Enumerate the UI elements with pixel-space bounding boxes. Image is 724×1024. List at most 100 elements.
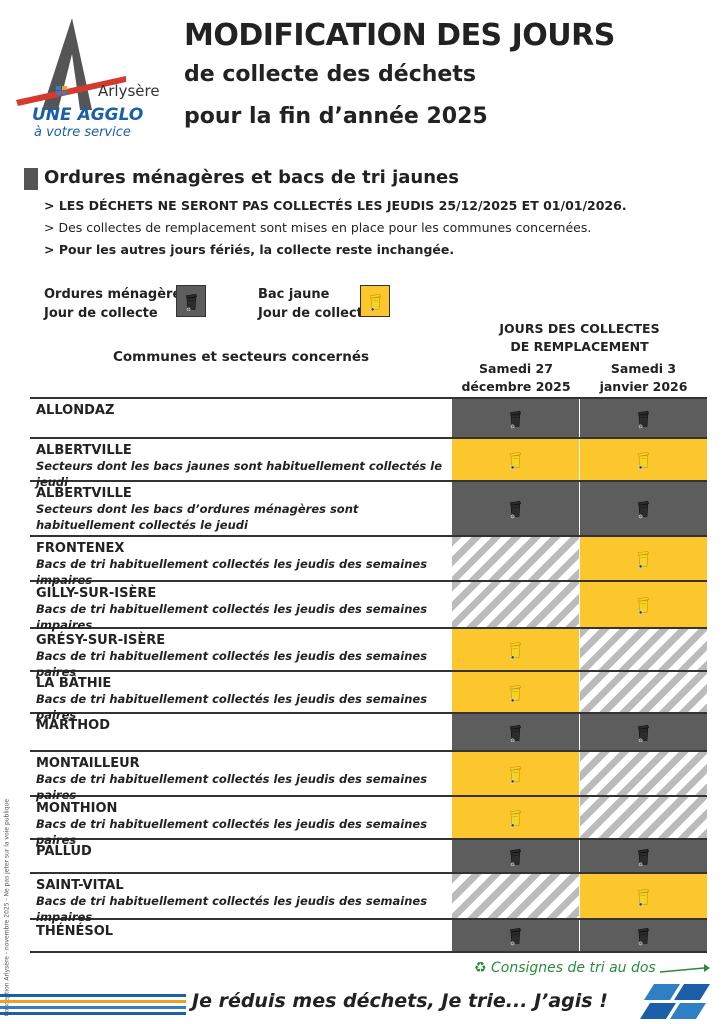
table-row: ALBERTVILLE Secteurs dont les bacs d’ordu…: [30, 482, 707, 537]
table-row: SAINT-VITAL Bacs de tri habituellement co…: [30, 874, 707, 924]
commune-name: ALBERTVILLE: [36, 443, 132, 458]
bin-icon: [510, 500, 522, 519]
collection-cell: [578, 672, 707, 712]
bin-icon: [638, 550, 650, 569]
bin-icon: [638, 724, 650, 742]
commune-name: MONTHION: [36, 801, 118, 816]
slogan: Je réduis mes déchets, Je trie... J’agis…: [192, 990, 608, 1012]
commune: ALBERTVILLE Secteurs dont les bacs d’ordu…: [30, 482, 451, 535]
commune: SAINT-VITAL Bacs de tri habituellement co…: [30, 874, 451, 924]
collection-cell: [450, 840, 579, 872]
column-line: Samedi 27: [479, 361, 553, 376]
bin-icon: [510, 765, 522, 784]
collection-cell: [578, 482, 707, 535]
collection-cell: [450, 582, 579, 627]
commune: LA BÂTHIE Bacs de tri habituellement coll…: [30, 672, 451, 722]
legend-swatch: [360, 285, 390, 317]
bin-icon: [638, 500, 650, 519]
table-row: MARTHOD: [30, 714, 707, 752]
collection-cell: [578, 752, 707, 795]
note: > Pour les autres jours fériés, la colle…: [44, 242, 455, 257]
bin-icon: [510, 809, 522, 828]
table: ALLONDAZ ALBERTVILLE Secteurs dont les ba…: [30, 397, 707, 953]
collection-cell: [450, 797, 579, 838]
commune-detail: Bacs de tri habituellement collectés les…: [36, 772, 428, 802]
bin-icon: [510, 410, 522, 428]
commune-detail: Bacs de tri habituellement collectés les…: [36, 817, 428, 847]
legend-line: Ordures ménagères: [44, 287, 189, 302]
table-row: FRONTENEX Bacs de tri habituellement coll…: [30, 537, 707, 587]
legend-swatch: [176, 285, 206, 317]
note: > Des collectes de remplacement sont mis…: [44, 220, 592, 235]
collection-cell: [450, 482, 579, 535]
commune-name: THÉNÉSOL: [36, 924, 114, 939]
collection-cell: [578, 537, 707, 580]
commune: PALLUD: [30, 840, 451, 872]
sorting-link[interactable]: ♻ Consignes de tri au dos: [474, 960, 656, 976]
collection-cell: [578, 840, 707, 872]
collection-cell: [578, 714, 707, 750]
legend-item: Bac jaune Jour de collecte: [258, 285, 372, 323]
table-row: ALLONDAZ: [30, 399, 707, 439]
bin-icon: [510, 848, 522, 866]
legend-line: Jour de collecte: [44, 306, 158, 321]
table-row: GRÉSY-SUR-ISÈRE Bacs de tri habituellemen…: [30, 629, 707, 679]
legend-line: Bac jaune: [258, 287, 330, 302]
collection-cell: [578, 399, 707, 437]
table-row: LA BÂTHIE Bacs de tri habituellement coll…: [30, 672, 707, 722]
table-row: MONTAILLEUR Bacs de tri habituellement co…: [30, 752, 707, 802]
commune-name: MONTAILLEUR: [36, 756, 140, 771]
collection-cell: [450, 537, 579, 580]
commune: GILLY-SUR-ISÈRE Bacs de tri habituellemen…: [30, 582, 451, 632]
commune-name: SAINT-VITAL: [36, 878, 124, 893]
commune: GRÉSY-SUR-ISÈRE Bacs de tri habituellemen…: [30, 629, 451, 679]
link-text[interactable]: Consignes de tri au dos: [491, 960, 656, 976]
commune-detail: Secteurs dont les bacs jaunes sont habit…: [36, 459, 442, 489]
bin-icon: [638, 848, 650, 866]
group-header-line: JOURS DES COLLECTES: [499, 321, 660, 336]
commune-detail: Bacs de tri habituellement collectés les…: [36, 649, 428, 679]
table-row: THÉNÉSOL: [30, 920, 707, 953]
column-line: décembre 2025: [461, 379, 571, 394]
legend-item: Ordures ménagères Jour de collecte: [44, 285, 189, 323]
collection-cell: [450, 920, 579, 951]
collection-cell: [578, 629, 707, 670]
commune: MARTHOD: [30, 714, 451, 750]
table-row: MONTHION Bacs de tri habituellement colle…: [30, 797, 707, 847]
side-note: Conception Arlysère - novembre 2025 - Ne…: [3, 798, 11, 1017]
logo-brand: Arlysère: [98, 82, 160, 100]
commune: MONTHION Bacs de tri habituellement colle…: [30, 797, 451, 847]
bin-icon: [510, 451, 522, 470]
name-header: Communes et secteurs concernés: [112, 349, 370, 365]
commune-detail: Bacs de tri habituellement collectés les…: [36, 692, 428, 722]
subtitle: de collecte des déchets: [184, 62, 476, 87]
collection-cell: [450, 629, 579, 670]
footer-logo: [640, 984, 710, 1019]
column-line: Samedi 3: [610, 361, 677, 376]
title: MODIFICATION DES JOURS: [184, 18, 615, 53]
stripes: [0, 994, 186, 1015]
bin-icon: [185, 293, 198, 311]
group-header: JOURS DES COLLECTES DE REMPLACEMENT: [452, 320, 707, 356]
collection-cell: [450, 874, 579, 918]
commune-name: FRONTENEX: [36, 541, 125, 556]
collection-cell: [578, 582, 707, 627]
arrow: [660, 964, 710, 973]
bin-icon: [510, 927, 522, 946]
bin-icon: [638, 927, 650, 946]
commune-detail: Secteurs dont les bacs d’ordures ménagèr…: [36, 502, 359, 532]
collection-cell: [450, 714, 579, 750]
commune-detail: Bacs de tri habituellement collectés les…: [36, 557, 428, 587]
section-marker: [24, 168, 38, 190]
table-row: GILLY-SUR-ISÈRE Bacs de tri habituellemen…: [30, 582, 707, 632]
subtitle: pour la fin d’année 2025: [184, 104, 488, 129]
collection-cell: [450, 672, 579, 712]
column-header: Samedi 27 décembre 2025: [452, 360, 580, 396]
commune-name: PALLUD: [36, 844, 92, 859]
column-header: Samedi 3 janvier 2026: [580, 360, 707, 396]
commune-name: MARTHOD: [36, 718, 111, 733]
column-line: janvier 2026: [599, 379, 688, 394]
collection-cell: [450, 439, 579, 480]
commune: ALLONDAZ: [30, 399, 451, 437]
